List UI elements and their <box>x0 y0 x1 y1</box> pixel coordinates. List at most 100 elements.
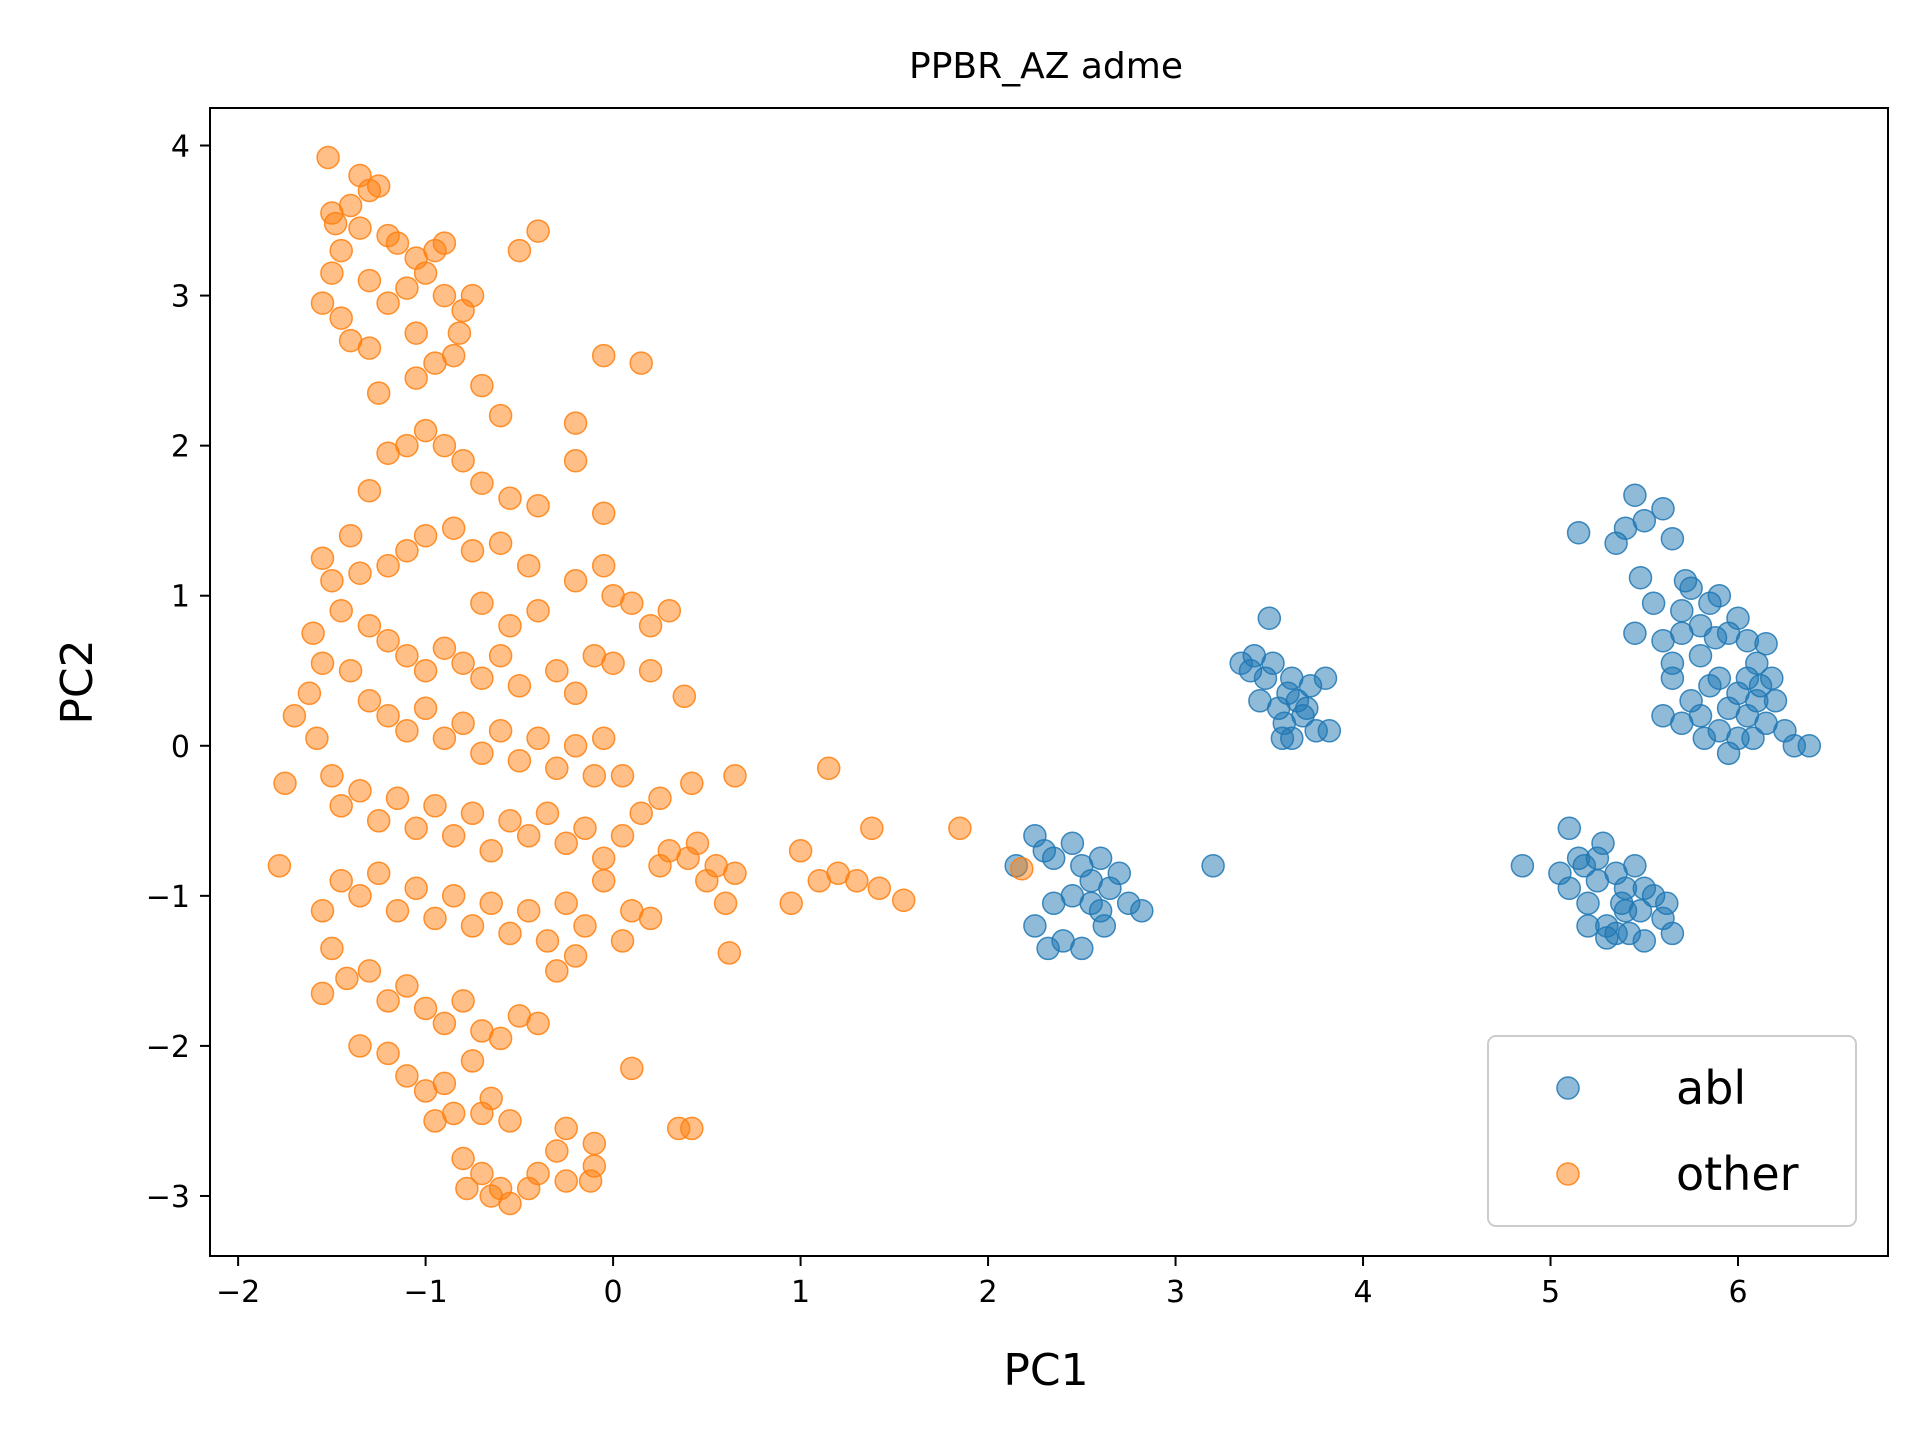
point-abl <box>1023 914 1047 938</box>
point-other <box>554 1116 578 1141</box>
point-other <box>526 1161 550 1186</box>
x-tick-label: 6 <box>1728 1275 1747 1310</box>
point-other <box>573 914 597 938</box>
point-other <box>348 884 372 908</box>
point-other <box>680 771 704 796</box>
point-other <box>713 891 738 916</box>
point-abl <box>1660 526 1685 551</box>
point-other <box>423 906 447 931</box>
point-other <box>441 516 466 540</box>
point-abl <box>1628 565 1653 590</box>
point-other <box>516 553 541 578</box>
point-other <box>395 719 419 743</box>
point-other <box>329 306 353 330</box>
point-other <box>582 1131 607 1156</box>
point-other <box>404 321 428 345</box>
point-abl <box>1557 876 1582 901</box>
legend-box <box>1487 1035 1857 1227</box>
point-other <box>282 704 307 728</box>
point-other <box>680 1116 704 1141</box>
point-abl <box>1070 854 1094 878</box>
point-other <box>638 906 663 931</box>
point-other <box>545 1139 569 1163</box>
point-other <box>366 809 391 833</box>
point-other <box>329 238 353 263</box>
point-other <box>1010 857 1034 881</box>
point-abl <box>1088 899 1113 923</box>
point-abl <box>1673 568 1698 593</box>
point-other <box>267 854 292 878</box>
point-abl <box>1557 816 1582 841</box>
point-other <box>610 824 635 848</box>
point-abl <box>1655 891 1679 916</box>
point-other <box>395 276 419 300</box>
point-abl <box>1692 726 1717 751</box>
point-other <box>610 929 635 953</box>
point-abl <box>1632 508 1657 533</box>
point-other <box>545 959 569 983</box>
point-other <box>404 876 428 901</box>
point-abl <box>1576 914 1600 938</box>
y-tick-label: 4 <box>171 130 190 165</box>
plot-area-frame <box>209 107 1889 1257</box>
point-other <box>507 749 532 773</box>
point-other <box>470 666 494 690</box>
point-other <box>554 831 578 856</box>
point-abl <box>1632 929 1657 953</box>
point-other <box>348 779 372 803</box>
point-other <box>320 936 344 961</box>
point-other <box>335 966 359 991</box>
point-other <box>413 418 438 443</box>
point-other <box>554 891 578 916</box>
point-abl <box>1280 726 1304 751</box>
point-other <box>423 1109 447 1133</box>
point-other <box>432 1011 457 1036</box>
point-other <box>488 1026 513 1051</box>
point-other <box>432 1071 457 1096</box>
point-other <box>357 613 382 638</box>
point-other <box>413 523 438 548</box>
legend-marker-abl <box>1556 1076 1580 1100</box>
point-other <box>451 711 475 736</box>
point-other <box>563 448 588 473</box>
point-other <box>455 1176 479 1201</box>
point-other <box>563 944 588 968</box>
point-other <box>329 869 353 893</box>
point-other <box>526 598 550 623</box>
point-other <box>498 486 522 510</box>
point-other <box>451 989 475 1013</box>
point-other <box>432 636 457 660</box>
point-other <box>498 809 522 833</box>
legend-label-abl: abl <box>1676 1061 1746 1115</box>
point-other <box>470 471 494 495</box>
point-abl <box>1660 921 1685 946</box>
point-other <box>413 996 438 1021</box>
point-abl <box>1253 666 1278 690</box>
legend-marker-other <box>1556 1162 1580 1186</box>
point-other <box>554 1169 578 1193</box>
point-other <box>376 989 400 1013</box>
point-other <box>404 366 428 390</box>
point-other <box>779 891 803 916</box>
point-abl <box>1670 621 1694 645</box>
point-other <box>357 478 382 503</box>
point-other <box>723 861 747 886</box>
point-other <box>357 959 382 983</box>
y-tick-label: 2 <box>171 430 190 465</box>
point-abl <box>1707 583 1732 608</box>
point-other <box>376 704 400 728</box>
point-other <box>672 684 697 709</box>
point-other <box>357 336 382 360</box>
point-other <box>432 231 457 255</box>
point-other <box>948 816 972 841</box>
point-other <box>601 651 625 675</box>
point-other <box>488 403 513 428</box>
point-other <box>526 726 550 751</box>
point-other <box>423 794 447 818</box>
point-other <box>460 283 485 308</box>
point-other <box>320 261 344 285</box>
y-tick-label: 0 <box>171 730 190 765</box>
point-abl <box>1741 726 1765 751</box>
point-other <box>451 651 475 675</box>
point-other <box>516 824 541 848</box>
